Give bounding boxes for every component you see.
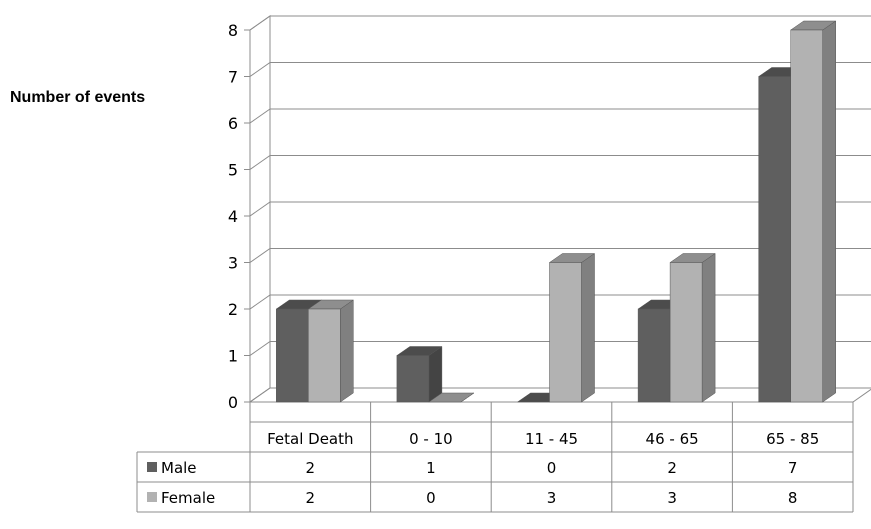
table-cell: 2 [306, 459, 316, 477]
y-tick-label: 4 [228, 207, 238, 226]
y-tick-label: 2 [228, 300, 238, 319]
y-tick-label: 0 [228, 393, 238, 412]
gridline [249, 201, 871, 217]
legend-label: Male [161, 459, 197, 477]
bar-side [581, 253, 595, 403]
gridline [249, 248, 871, 263]
bar-side [340, 299, 354, 403]
bar-front [308, 308, 341, 403]
table-cell: 2 [667, 459, 677, 477]
bar-front [396, 355, 430, 403]
x-category-label: 46 - 65 [646, 430, 699, 448]
table-cell: 1 [426, 459, 436, 477]
bar-female [669, 253, 716, 403]
y-tick-label: 8 [228, 21, 238, 40]
bar-front [549, 262, 582, 403]
table-cell: 7 [788, 459, 798, 477]
bar-side [822, 20, 836, 403]
x-category-label: 0 - 10 [409, 430, 453, 448]
x-category-label: 11 - 45 [525, 430, 578, 448]
bar-female [307, 299, 355, 403]
y-axis-label: Number of events [10, 89, 145, 106]
gridline [249, 155, 871, 170]
table-cell: 3 [667, 489, 677, 507]
legend-key-female [147, 492, 157, 502]
bars [275, 20, 837, 403]
data-table: Fetal Death 0 - 10 11 - 45 46 - 65 65 - 85 Ma… [136, 402, 854, 513]
table-cell: 8 [788, 489, 798, 507]
bar-female [428, 392, 475, 403]
bar-top [428, 392, 475, 403]
y-tick-label: 1 [228, 347, 238, 366]
gridline [249, 62, 871, 77]
y-axis-ticks: 0 1 2 3 4 5 6 7 8 [228, 21, 251, 412]
y-tick-label: 5 [228, 161, 238, 180]
bar-female [548, 253, 596, 403]
table-cell: 0 [426, 489, 436, 507]
bar-side [428, 346, 443, 403]
table-cell: 3 [547, 489, 557, 507]
bar-front [637, 308, 671, 403]
bar-front [669, 262, 703, 403]
y-tick-label: 3 [228, 254, 238, 273]
table-cell: 0 [547, 459, 557, 477]
legend-label: Female [161, 489, 215, 507]
bar-male [396, 346, 443, 403]
gridlines [249, 15, 871, 403]
legend-key-male [147, 462, 157, 472]
y-tick-label: 6 [228, 114, 238, 133]
gridline [249, 15, 871, 31]
bar-front [790, 29, 823, 403]
x-category-label: 65 - 85 [766, 430, 819, 448]
bar-front [276, 308, 309, 403]
bar-side [701, 253, 716, 403]
bar-front [758, 76, 791, 403]
gridline [249, 108, 871, 124]
y-tick-label: 7 [228, 68, 238, 87]
table-cell: 2 [306, 489, 316, 507]
x-category-label: Fetal Death [267, 430, 353, 448]
bar-female [789, 20, 837, 403]
